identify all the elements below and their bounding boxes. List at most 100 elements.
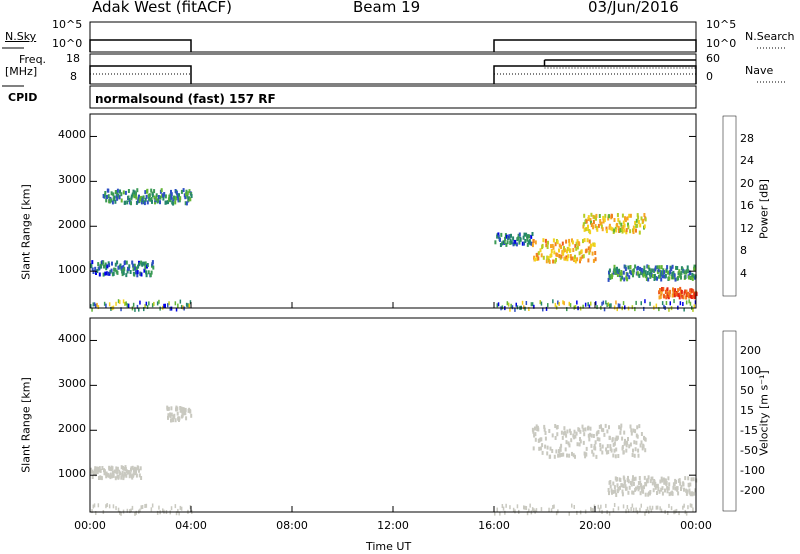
echo-cell — [661, 274, 664, 279]
echo-cell — [149, 273, 152, 278]
echo-cell — [671, 264, 674, 269]
ground-scatter-cell — [148, 301, 150, 306]
echo-cell — [153, 195, 156, 200]
echo-cell — [636, 223, 639, 228]
echo-cell — [616, 477, 618, 481]
ground-scatter-cell — [687, 505, 689, 510]
echo-cell — [613, 264, 616, 269]
echo-cell — [585, 446, 588, 451]
ground-scatter-cell — [533, 304, 535, 309]
echo-cell — [514, 239, 517, 244]
ground-scatter-cell — [516, 305, 519, 310]
echo-cell — [579, 259, 581, 264]
echo-cell — [144, 190, 147, 195]
echo-cell — [604, 213, 607, 218]
echo-cell — [539, 248, 542, 253]
ground-scatter-cell — [509, 505, 511, 510]
echo-cell — [634, 220, 637, 225]
echo-cell — [169, 198, 172, 203]
echo-cell — [91, 475, 94, 479]
echo-cell — [169, 193, 172, 198]
echo-cell — [94, 472, 97, 477]
echo-cell — [558, 449, 561, 454]
ground-scatter-cell — [496, 507, 498, 512]
echo-cell — [584, 454, 587, 459]
echo-cell — [184, 407, 187, 412]
echo-cell — [616, 266, 618, 271]
echo-cell — [135, 473, 138, 478]
echo-cell — [569, 431, 572, 436]
echo-cell — [98, 468, 101, 473]
echo-cell — [679, 481, 682, 486]
echo-cell — [133, 190, 136, 195]
echo-cell — [598, 424, 601, 429]
echo-cell — [633, 225, 636, 230]
echo-cell — [629, 442, 632, 447]
echo-cell — [643, 268, 645, 273]
echo-cell — [546, 451, 549, 456]
freq-tick-bottom: 8 — [70, 70, 77, 83]
echo-cell — [120, 475, 123, 480]
echo-cell — [588, 437, 591, 442]
echo-cell — [678, 478, 681, 483]
ground-scatter-cell — [626, 505, 629, 509]
echo-cell — [610, 448, 613, 453]
echo-cell — [106, 271, 108, 276]
echo-cell — [667, 476, 670, 481]
echo-cell — [592, 214, 595, 219]
echo-cell — [662, 287, 665, 292]
echo-cell — [510, 233, 512, 238]
echo-cell — [647, 277, 650, 282]
ground-scatter-cell — [162, 508, 164, 513]
echo-cell — [637, 265, 640, 270]
echo-cell — [587, 215, 590, 220]
echo-cell — [663, 480, 666, 485]
ground-scatter-cell — [108, 504, 111, 509]
ground-scatter-cell — [542, 307, 544, 312]
echo-cell — [186, 194, 189, 199]
ground-scatter-cell — [658, 307, 660, 312]
echo-cell — [631, 453, 634, 457]
echo-cell — [133, 194, 136, 199]
echo-cell — [600, 427, 603, 432]
echo-cell — [148, 193, 151, 198]
echo-cell — [103, 193, 106, 198]
ground-scatter-cell — [96, 302, 98, 307]
echo-cell — [584, 427, 587, 432]
echo-cell — [174, 200, 177, 205]
echo-cell — [150, 197, 153, 201]
echo-cell — [689, 294, 692, 299]
echo-cell — [694, 488, 697, 493]
echo-cell — [587, 258, 590, 263]
echo-cell — [627, 222, 629, 227]
ground-scatter-cell — [568, 301, 570, 306]
echo-cell — [664, 478, 667, 483]
ground-scatter-cell — [164, 303, 166, 308]
date-label: 03/Jun/2016 — [588, 0, 679, 16]
echo-cell — [554, 436, 557, 440]
echo-cell — [691, 492, 694, 497]
echo-cell — [571, 451, 573, 456]
echo-cell — [181, 413, 184, 418]
echo-cell — [133, 466, 136, 471]
ground-scatter-cell — [127, 303, 130, 308]
echo-cell — [170, 412, 173, 417]
echo-cell — [581, 254, 584, 259]
echo-cell — [179, 196, 182, 201]
echo-cell — [646, 479, 649, 484]
echo-cell — [674, 486, 677, 491]
ground-scatter-cell — [514, 307, 516, 312]
echo-cell — [565, 433, 568, 438]
echo-cell — [90, 264, 93, 269]
echo-cell — [624, 218, 627, 223]
echo-cell — [532, 446, 535, 451]
ground-scatter-cell — [528, 307, 530, 311]
power-colorbar-tick: 16 — [740, 199, 754, 212]
echo-cell — [124, 467, 127, 472]
echo-cell — [135, 266, 138, 271]
echo-cell — [90, 467, 92, 472]
echo-cell — [172, 201, 175, 206]
echo-cell — [173, 413, 176, 418]
echo-cell — [104, 191, 107, 195]
ground-scatter-cell — [617, 506, 620, 511]
